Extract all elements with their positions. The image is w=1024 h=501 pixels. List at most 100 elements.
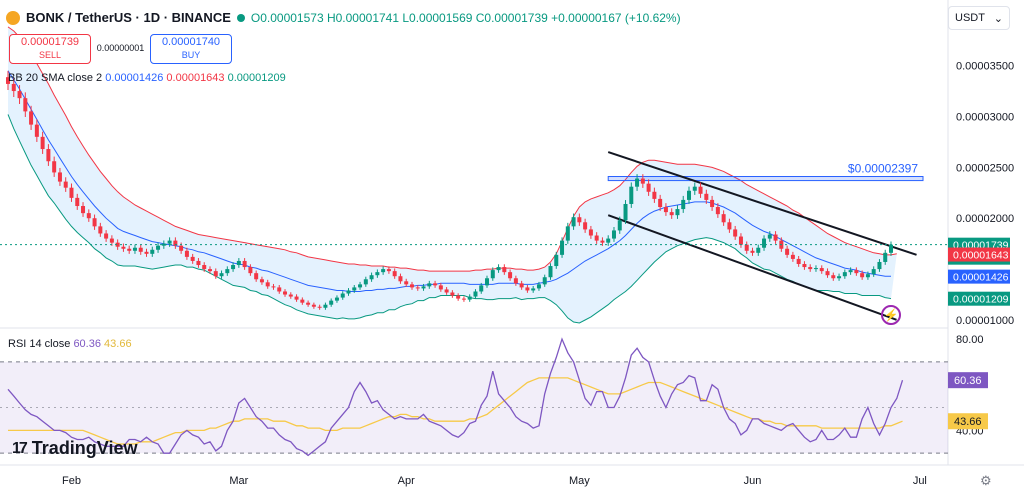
candle	[438, 285, 443, 290]
candle	[334, 297, 339, 301]
candle	[190, 256, 195, 261]
candle	[640, 178, 645, 184]
time-axis-label: Feb	[62, 475, 81, 487]
buy-button[interactable]: 0.00001740 BUY	[150, 34, 232, 64]
ohlc-values: O0.00001573 H0.00001741 L0.00001569 C0.0…	[250, 10, 681, 25]
price-axis-tick: 0.00003500	[956, 61, 1014, 73]
settings-gear-icon[interactable]: ⚙	[980, 473, 992, 488]
time-axis-label: Jun	[744, 475, 762, 487]
candle	[352, 287, 357, 291]
candle	[52, 161, 57, 173]
candle	[104, 233, 109, 239]
spread-value: 0.00000001	[96, 43, 145, 53]
candle	[219, 273, 224, 277]
candle	[179, 245, 184, 251]
candle	[254, 273, 259, 280]
candle	[611, 230, 616, 239]
candle	[877, 261, 882, 270]
tradingview-logo: 17 TradingView	[12, 438, 138, 459]
candle	[259, 279, 264, 283]
candle	[409, 284, 414, 288]
candle	[346, 290, 351, 294]
time-axis-label: Jul	[913, 475, 927, 487]
candle	[542, 277, 547, 285]
candle	[311, 304, 316, 307]
currency-selector[interactable]: USDT ⌄	[948, 6, 1010, 30]
candle	[831, 275, 836, 279]
candle	[675, 209, 680, 216]
symbol-title[interactable]: BONK / TetherUS · 1D · BINANCE	[26, 10, 231, 25]
candle	[456, 295, 461, 299]
time-axis-label: Apr	[398, 475, 415, 487]
candle	[231, 265, 236, 270]
price-axis-tick: 0.00002000	[956, 213, 1014, 225]
candle	[6, 77, 10, 84]
candle	[184, 250, 189, 257]
candle	[583, 222, 588, 230]
bb-basis-tag: 0.00001426	[953, 272, 1009, 284]
candle	[242, 260, 247, 268]
candle	[490, 270, 495, 279]
candle	[536, 284, 541, 289]
candle	[196, 260, 201, 266]
bb-basis-value: 0.00001426	[105, 72, 164, 84]
rsi-value: 60.36	[73, 338, 101, 350]
candle	[404, 281, 409, 285]
rsi-value-tag-bg	[948, 372, 988, 389]
bb-upper-value: 0.00001643	[166, 72, 225, 84]
candle	[173, 240, 178, 246]
candle	[571, 217, 576, 227]
candle	[236, 260, 241, 266]
candle	[375, 272, 380, 276]
sell-button[interactable]: 0.00001739 SELL	[9, 34, 91, 64]
rsi-ma-tag: 43.66	[954, 416, 982, 428]
candle	[629, 186, 634, 204]
price-axis-tick: 0.00002500	[956, 162, 1014, 174]
candle	[808, 267, 813, 270]
bb-upper-tag: 0.00001643	[953, 250, 1009, 262]
candle	[121, 246, 126, 249]
candle	[692, 186, 697, 191]
rsi-name: RSI 14 close	[8, 338, 71, 350]
candle	[57, 172, 62, 182]
lightning-icon[interactable]: ⚡	[881, 305, 901, 325]
candle	[69, 187, 74, 198]
candle	[23, 98, 28, 112]
candle	[785, 248, 790, 255]
candle	[485, 278, 490, 286]
candle	[271, 286, 276, 288]
brand-name: TradingView	[31, 438, 138, 458]
candle	[565, 226, 570, 241]
candle	[889, 244, 893, 253]
candle	[727, 222, 732, 230]
price-axis-tick: 0.00003000	[956, 111, 1014, 123]
candle	[560, 240, 565, 255]
candle	[756, 247, 761, 253]
candle	[340, 293, 345, 298]
candle	[444, 289, 449, 293]
buy-label: BUY	[181, 50, 201, 60]
candle	[548, 266, 553, 278]
candle	[513, 278, 518, 284]
candle	[502, 267, 507, 273]
candle	[813, 268, 818, 270]
candle	[623, 203, 628, 221]
candle	[744, 244, 749, 251]
candle	[98, 226, 103, 234]
bollinger-upper-line	[7, 26, 897, 272]
resistance-zone-label: $0.00002397	[848, 162, 918, 176]
candle	[40, 136, 45, 150]
time-axis-label: Mar	[229, 475, 248, 487]
candle	[86, 213, 91, 219]
time-axis-label: May	[569, 475, 590, 487]
candle	[473, 291, 478, 297]
bonk-coin-icon	[6, 10, 20, 25]
candle	[738, 236, 743, 245]
bb-upper-tag-bg	[948, 247, 1010, 262]
candle	[63, 181, 68, 188]
bb-legend[interactable]: BB 20 SMA close 2 0.00001426 0.00001643 …	[8, 72, 286, 84]
candle	[381, 269, 386, 273]
rsi-legend[interactable]: RSI 14 close 60.36 43.66	[8, 338, 132, 350]
candle	[46, 149, 51, 162]
